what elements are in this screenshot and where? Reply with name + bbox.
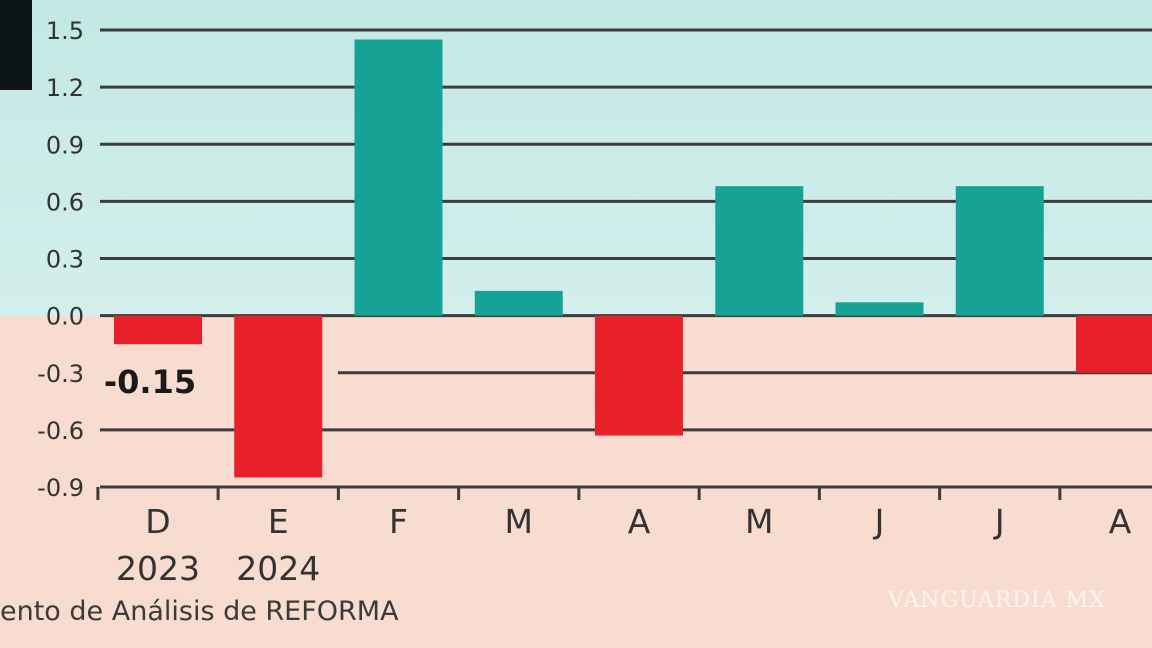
y-tick-label: -0.6 bbox=[37, 417, 84, 445]
y-tick-label: 0.3 bbox=[46, 246, 84, 274]
x-tick-label-month: M bbox=[505, 502, 533, 541]
y-tick-label: -0.3 bbox=[37, 360, 84, 388]
bar bbox=[474, 290, 563, 316]
bar bbox=[1076, 315, 1152, 373]
header-block bbox=[0, 0, 32, 90]
bar bbox=[835, 302, 924, 316]
y-tick-label: 0.9 bbox=[46, 131, 84, 159]
x-tick-label-month: F bbox=[389, 502, 408, 541]
x-tick-label-month: A bbox=[628, 502, 651, 541]
bar bbox=[354, 39, 443, 316]
x-tick-label-year: 2023 bbox=[116, 549, 200, 588]
data-label: -0.15 bbox=[104, 363, 196, 401]
x-tick-label-month: A bbox=[1109, 502, 1132, 541]
x-tick-label-month: M bbox=[745, 502, 773, 541]
source-note: ento de Análisis de REFORMA bbox=[0, 596, 399, 627]
x-tick-label-month: J bbox=[993, 502, 1005, 541]
x-tick-label-year: 2024 bbox=[236, 549, 320, 588]
bar bbox=[595, 315, 683, 436]
bar bbox=[715, 186, 804, 316]
watermark: VANGUARDIA MX bbox=[888, 588, 1106, 613]
y-tick-label: -0.9 bbox=[37, 474, 84, 502]
y-tick-label: 0.6 bbox=[46, 188, 84, 216]
y-tick-label: 1.2 bbox=[46, 74, 84, 102]
bar bbox=[234, 315, 323, 478]
x-tick-label-month: J bbox=[873, 502, 885, 541]
y-tick-label: 1.5 bbox=[46, 17, 84, 45]
y-tick-label: 0.0 bbox=[46, 303, 84, 331]
bar bbox=[955, 186, 1044, 316]
x-tick-label-month: E bbox=[268, 502, 289, 541]
x-tick-label-month: D bbox=[145, 502, 170, 541]
bar bbox=[114, 315, 202, 345]
